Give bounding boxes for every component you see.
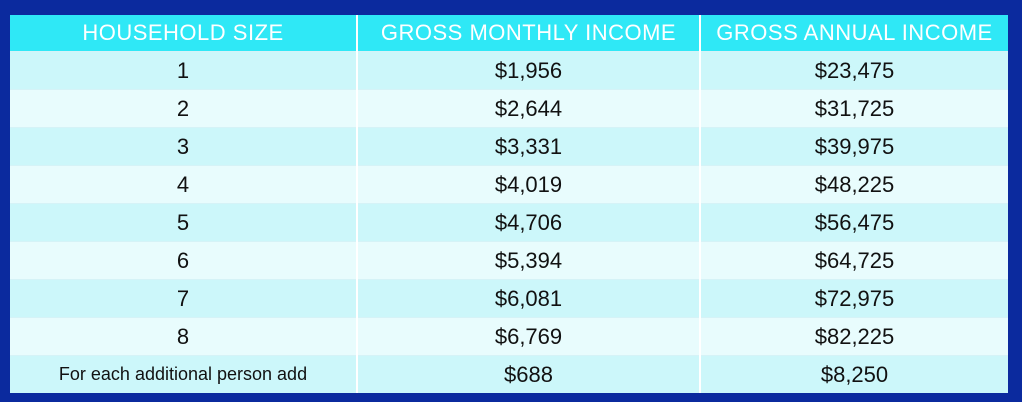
- table-row: 1 $1,956 $23,475: [10, 51, 1008, 90]
- annual-income-cell: $8,250: [700, 355, 1008, 393]
- annual-income-cell: $82,225: [700, 317, 1008, 356]
- header-gross-annual-income: GROSS ANNUAL INCOME: [700, 15, 1008, 52]
- header-gross-monthly-income: GROSS MONTHLY INCOME: [357, 15, 701, 52]
- household-size-cell: 6: [10, 241, 358, 280]
- table-row: 4 $4,019 $48,225: [10, 165, 1008, 204]
- annual-income-cell: $48,225: [700, 165, 1008, 204]
- household-size-cell: 2: [10, 89, 358, 128]
- monthly-income-cell: $6,769: [357, 317, 701, 356]
- household-size-cell: 5: [10, 203, 358, 242]
- monthly-income-cell: $4,706: [357, 203, 701, 242]
- table-row-additional-person: For each additional person add $688 $8,2…: [10, 355, 1008, 393]
- table-row: 5 $4,706 $56,475: [10, 203, 1008, 242]
- household-size-cell: 1: [10, 51, 358, 90]
- annual-income-cell: $31,725: [700, 89, 1008, 128]
- household-size-cell: 3: [10, 127, 358, 166]
- monthly-income-cell: $688: [357, 355, 701, 393]
- monthly-income-cell: $6,081: [357, 279, 701, 318]
- table-row: 6 $5,394 $64,725: [10, 241, 1008, 280]
- monthly-income-cell: $3,331: [357, 127, 701, 166]
- header-row: HOUSEHOLD SIZE GROSS MONTHLY INCOME GROS…: [10, 15, 1008, 52]
- annual-income-cell: $56,475: [700, 203, 1008, 242]
- monthly-income-cell: $2,644: [357, 89, 701, 128]
- monthly-income-cell: $5,394: [357, 241, 701, 280]
- income-table: HOUSEHOLD SIZE GROSS MONTHLY INCOME GROS…: [10, 15, 1008, 393]
- household-size-cell: 8: [10, 317, 358, 356]
- household-size-cell: 4: [10, 165, 358, 204]
- monthly-income-cell: $1,956: [357, 51, 701, 90]
- annual-income-cell: $72,975: [700, 279, 1008, 318]
- table-row: 7 $6,081 $72,975: [10, 279, 1008, 318]
- household-size-cell: 7: [10, 279, 358, 318]
- table-row: 8 $6,769 $82,225: [10, 317, 1008, 356]
- annual-income-cell: $39,975: [700, 127, 1008, 166]
- table-row: 3 $3,331 $39,975: [10, 127, 1008, 166]
- annual-income-cell: $23,475: [700, 51, 1008, 90]
- annual-income-cell: $64,725: [700, 241, 1008, 280]
- table-row: 2 $2,644 $31,725: [10, 89, 1008, 128]
- header-household-size: HOUSEHOLD SIZE: [10, 15, 358, 52]
- monthly-income-cell: $4,019: [357, 165, 701, 204]
- additional-person-label: For each additional person add: [10, 355, 358, 393]
